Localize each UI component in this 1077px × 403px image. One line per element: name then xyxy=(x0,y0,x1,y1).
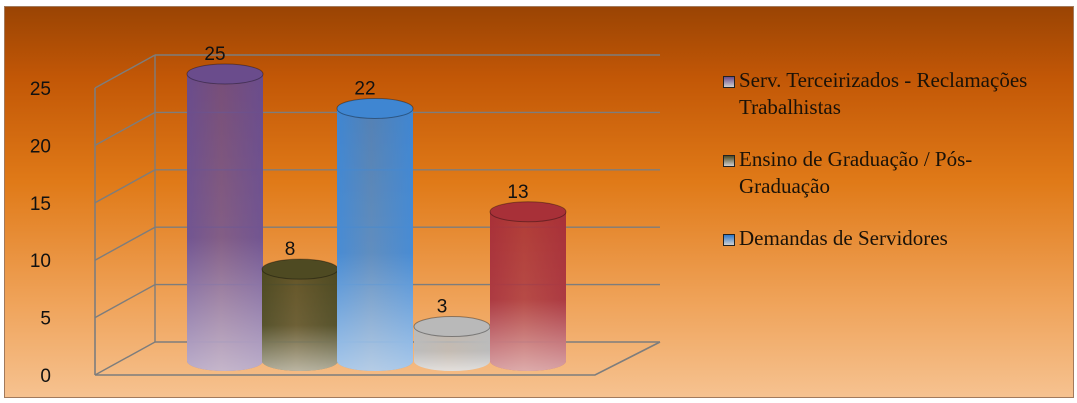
legend-label-2: Demandas de Servidores xyxy=(739,226,948,250)
bar xyxy=(186,63,264,371)
data-label: 8 xyxy=(285,239,296,260)
data-label: 25 xyxy=(204,44,225,65)
floor xyxy=(95,341,661,376)
bar-top xyxy=(186,63,264,85)
bar xyxy=(336,97,414,371)
data-label: 3 xyxy=(437,297,448,318)
y-tick-label: 10 xyxy=(30,251,51,272)
gridline-depth xyxy=(94,54,156,89)
bar xyxy=(489,201,567,371)
bar-top xyxy=(336,97,414,119)
legend-swatch-2 xyxy=(723,234,735,246)
bar-shade xyxy=(337,108,413,371)
y-tick-label: 5 xyxy=(40,309,51,330)
gridline-depth xyxy=(94,226,156,261)
gridline-depth xyxy=(94,169,156,204)
bar-top xyxy=(261,258,339,280)
bar-top xyxy=(413,316,491,338)
legend-swatch-1 xyxy=(723,155,735,167)
data-label: 22 xyxy=(354,78,375,99)
legend-entry-0: Serv. Terceirizados - Reclamações Trabal… xyxy=(723,67,1063,121)
bar-shade xyxy=(414,326,490,371)
legend: Serv. Terceirizados - Reclamações Trabal… xyxy=(723,67,1063,277)
chart-frame: 0 5 10 15 20 25 25 8 22 3 13 Serv. Terceirizados -… xyxy=(4,6,1074,398)
legend-label-1: Ensino de Graduação / Pós-Graduação xyxy=(739,147,973,198)
legend-swatch-0 xyxy=(723,76,735,88)
y-tick-label: 25 xyxy=(30,79,51,100)
y-tick-label: 15 xyxy=(30,194,51,215)
legend-entry-2: Demandas de Servidores xyxy=(723,225,1063,252)
bar-shade xyxy=(262,269,338,371)
data-label: 13 xyxy=(507,182,528,203)
bar xyxy=(261,258,339,371)
gridline-depth xyxy=(94,283,156,319)
bar-shade xyxy=(187,74,263,371)
bar-top xyxy=(489,201,567,223)
bar xyxy=(413,316,491,371)
gridline-depth xyxy=(94,341,156,376)
y-tick-label: 20 xyxy=(30,136,51,157)
legend-entry-1: Ensino de Graduação / Pós-Graduação xyxy=(723,146,1063,200)
bar-chart: 0 5 10 15 20 25 25 8 22 3 13 xyxy=(30,44,661,387)
gridline-depth xyxy=(94,111,156,147)
y-tick-label: 0 xyxy=(40,366,51,387)
legend-label-0: Serv. Terceirizados - Reclamações Trabal… xyxy=(739,68,1028,119)
bar-shade xyxy=(490,211,566,371)
